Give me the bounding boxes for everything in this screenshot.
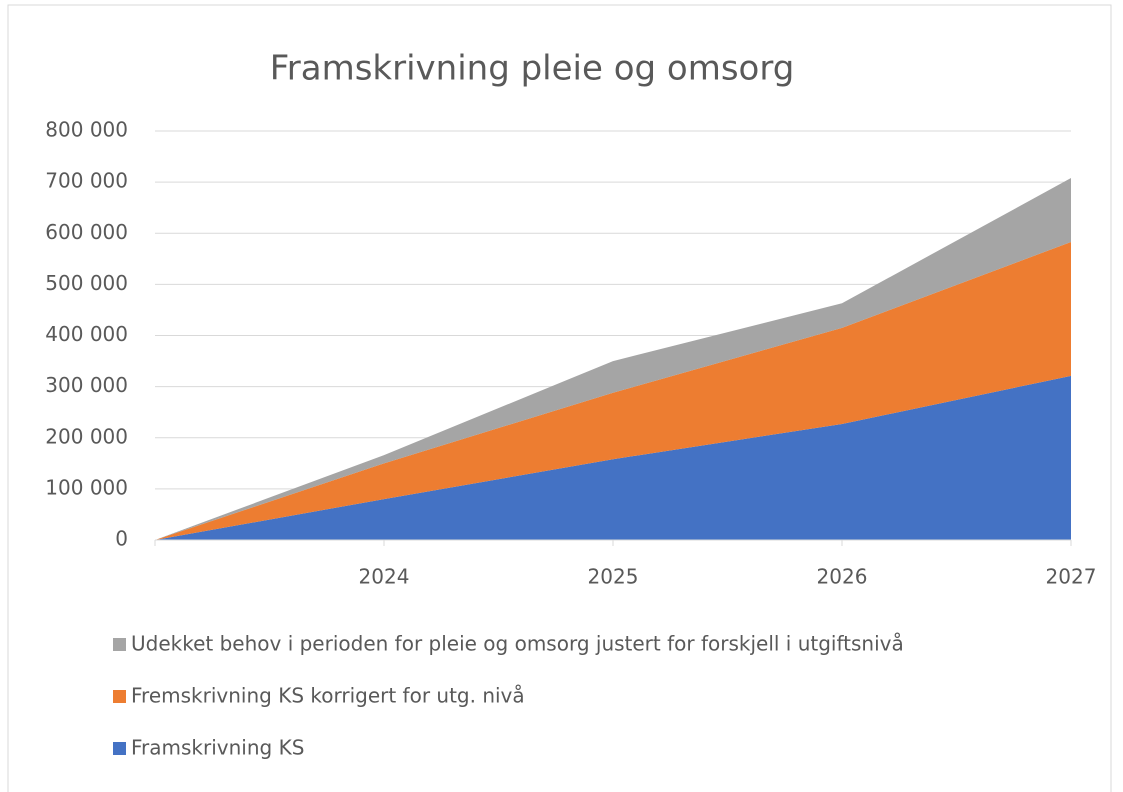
legend-label: Framskrivning KS (131, 736, 304, 760)
y-tick-label: 0 (115, 527, 128, 551)
x-tick-label: 2024 (359, 565, 410, 589)
legend-label: Fremskrivning KS korrigert for utg. nivå (131, 684, 525, 708)
x-tick-label: 2025 (588, 565, 639, 589)
y-tick-label: 100 000 (45, 475, 128, 499)
legend-swatch (113, 638, 126, 651)
y-tick-label: 700 000 (45, 169, 128, 193)
area (155, 375, 1071, 540)
y-tick-label: 600 000 (45, 220, 128, 244)
y-tick-label: 800 000 (45, 118, 128, 142)
area (155, 241, 1071, 540)
chart-title: Framskrivning pleie og omsorg (270, 49, 795, 89)
x-tick-label: 2026 (817, 565, 868, 589)
y-tick-label: 500 000 (45, 271, 128, 295)
legend-label: Udekket behov i perioden for pleie og om… (131, 632, 904, 656)
x-tick-label: 2027 (1046, 565, 1097, 589)
y-tick-label: 400 000 (45, 322, 128, 346)
legend-swatch (113, 690, 126, 703)
legend-swatch (113, 742, 126, 755)
y-tick-label: 200 000 (45, 424, 128, 448)
y-tick-label: 300 000 (45, 373, 128, 397)
